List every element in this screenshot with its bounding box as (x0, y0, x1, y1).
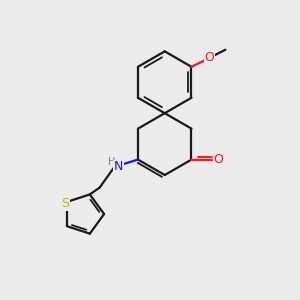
Text: S: S (61, 197, 69, 210)
Text: O: O (214, 153, 224, 166)
Text: N: N (114, 160, 124, 173)
Text: H: H (108, 157, 115, 166)
Text: O: O (204, 52, 214, 64)
